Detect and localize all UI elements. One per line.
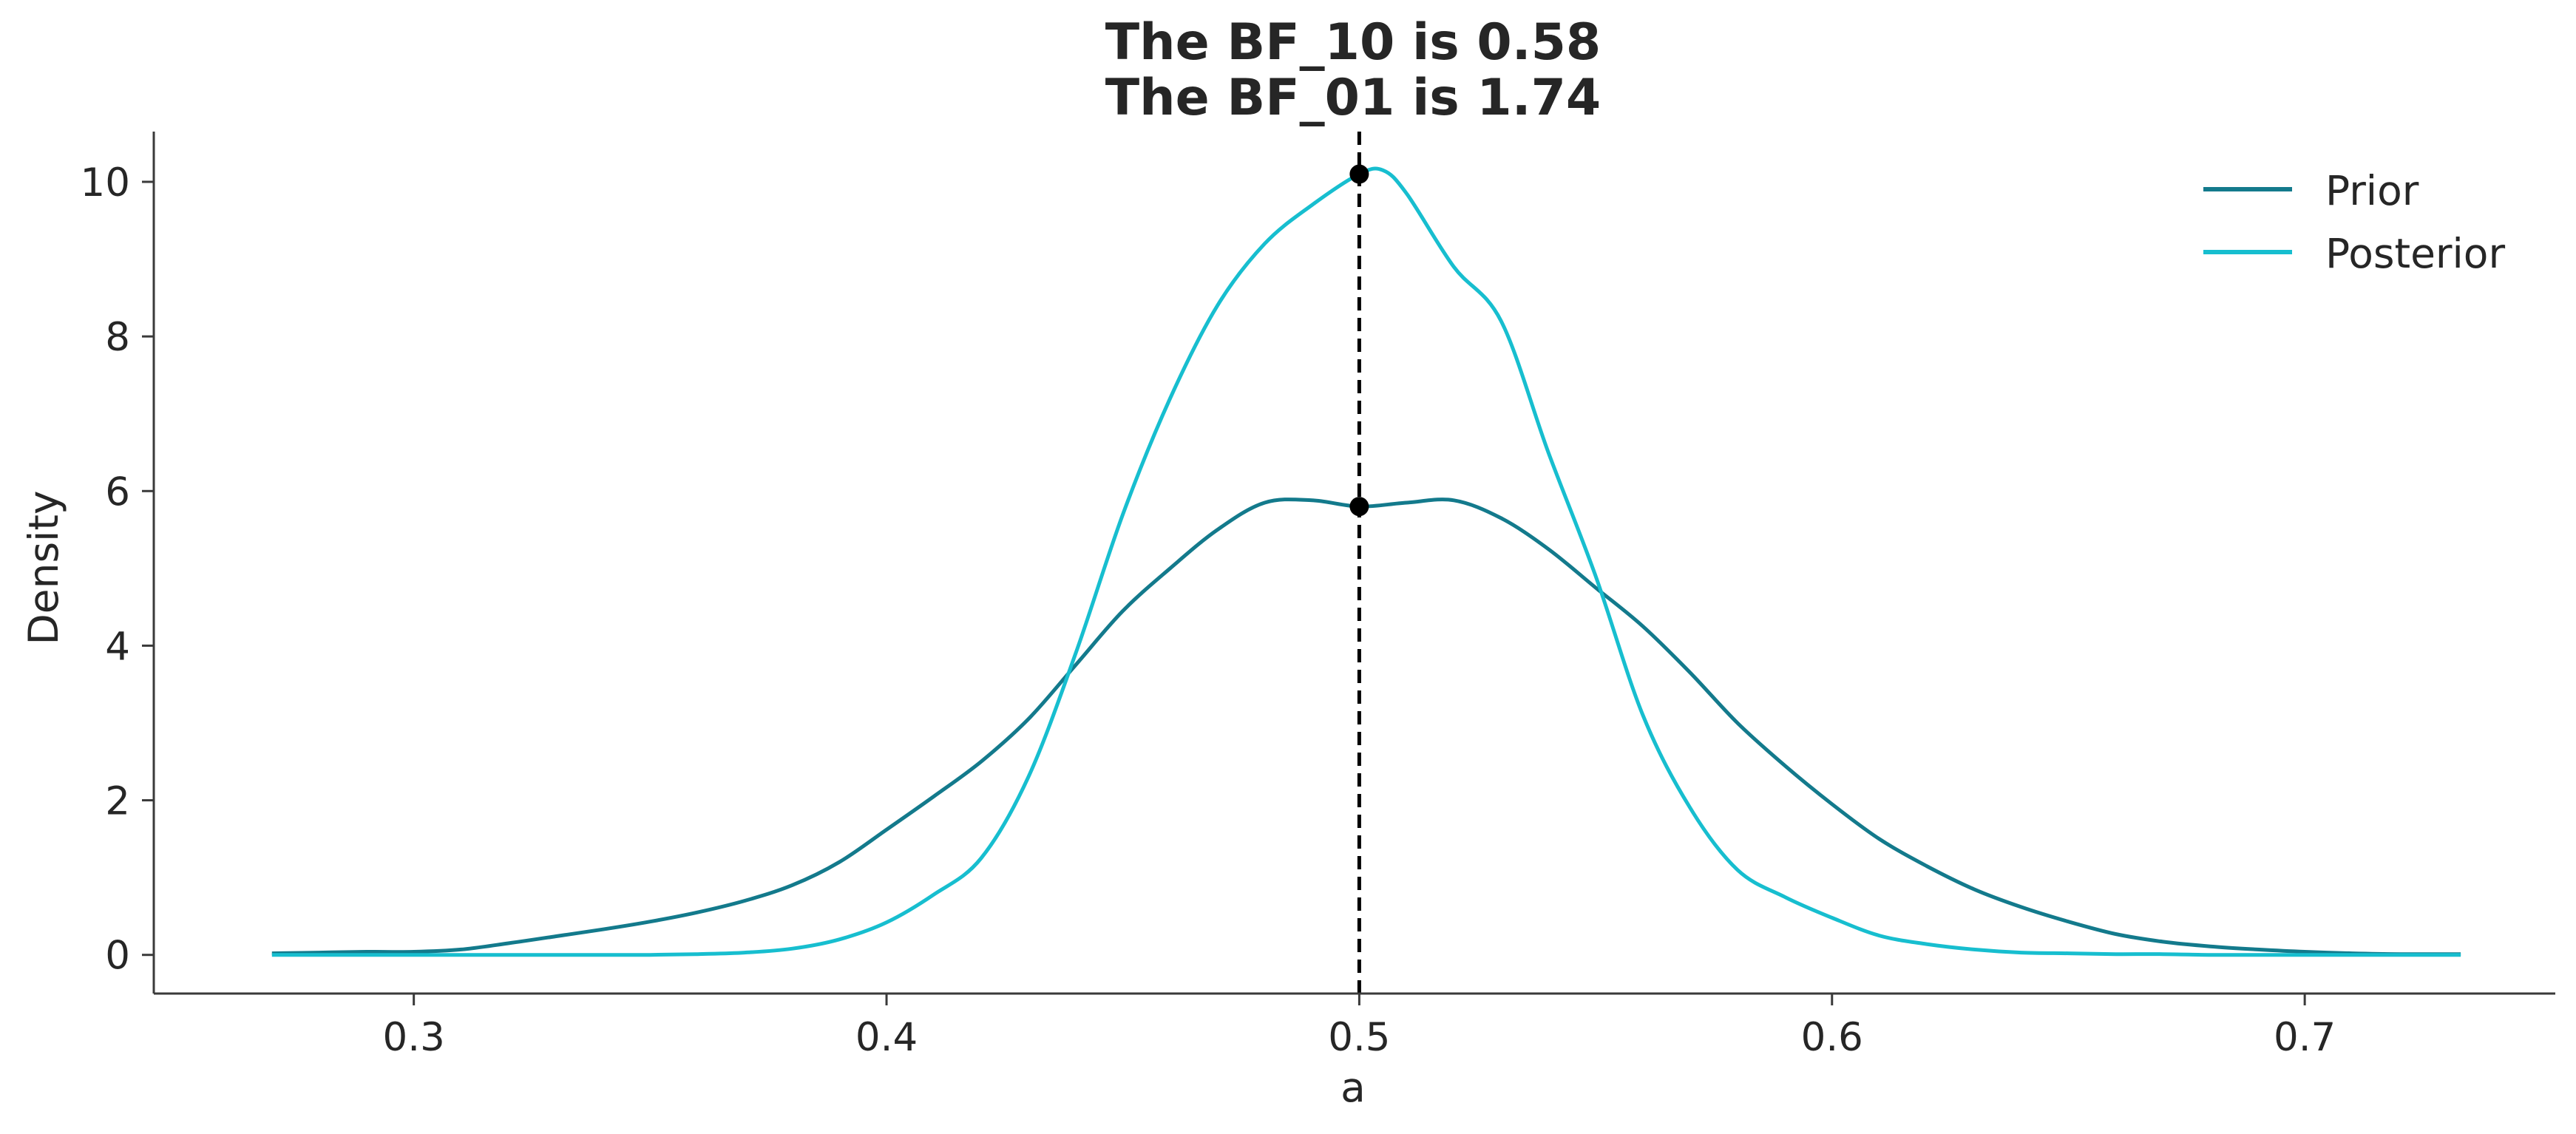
y-tick-label: 10: [81, 160, 130, 206]
y-tick-label: 6: [105, 469, 130, 515]
y-tick-label: 4: [105, 624, 130, 669]
reference-point-1: [1349, 164, 1369, 184]
plot-area: [271, 132, 2461, 994]
legend-label-posterior: Posterior: [2325, 230, 2505, 277]
x-tick-label: 0.3: [383, 1015, 445, 1060]
reference-point-2: [1349, 497, 1369, 517]
y-tick-label: 2: [105, 779, 130, 824]
x-axis-ticks: 0.3 0.4 0.5 0.6 0.7: [383, 994, 2336, 1060]
y-axis-ticks: 0 2 4 6 8 10: [81, 160, 154, 979]
x-axis-label: a: [1340, 1064, 1366, 1111]
x-tick-label: 0.5: [1328, 1015, 1390, 1060]
legend-label-prior: Prior: [2325, 167, 2419, 214]
x-tick-label: 0.7: [2274, 1015, 2336, 1060]
series-line-prior: [271, 498, 2461, 957]
chart-title-line-2: The BF_01 is 1.74: [1105, 69, 1601, 127]
chart-title-line-1: The BF_10 is 0.58: [1105, 13, 1601, 72]
y-tick-label: 8: [105, 315, 130, 360]
y-axis-label: Density: [20, 490, 67, 645]
y-tick-label: 0: [105, 934, 130, 979]
x-tick-label: 0.6: [1801, 1015, 1863, 1060]
x-tick-label: 0.4: [855, 1015, 918, 1060]
legend: Prior Posterior: [2203, 167, 2505, 277]
series-line-posterior: [271, 166, 2461, 957]
